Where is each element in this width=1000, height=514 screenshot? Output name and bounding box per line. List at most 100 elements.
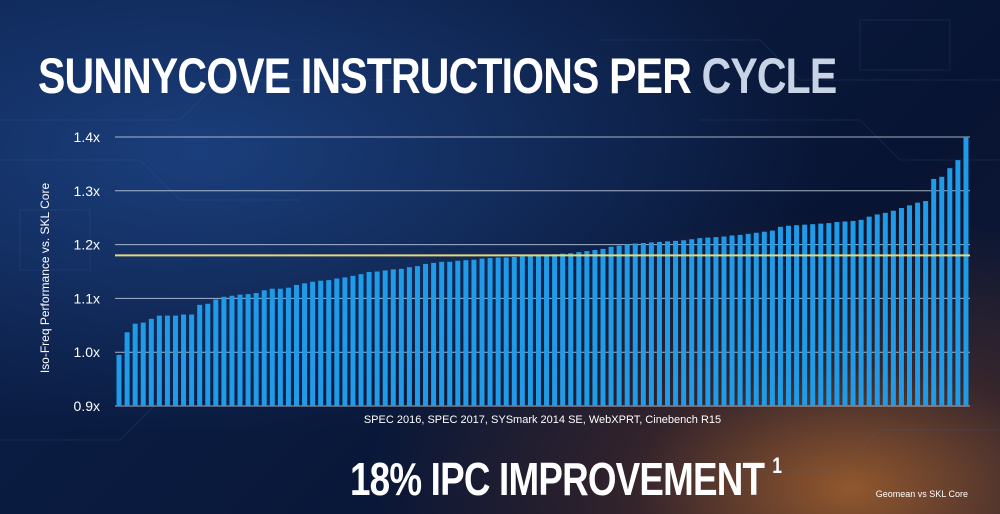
bar [302,283,308,406]
bar [253,293,259,406]
bar [237,294,243,406]
bar [745,233,751,406]
bar [527,255,533,406]
y-tick-label: 1.0x [74,344,100,360]
headline: 18% IPC IMPROVEMENT 1 [350,452,782,506]
headline-footnote-marker: 1 [772,452,782,478]
bar [769,230,775,406]
bar [439,261,445,406]
y-tick-label: 1.2x [74,237,100,253]
page-title: SUNNYCOVE INSTRUCTIONS PER CYCLE [38,46,838,106]
bar [447,261,453,406]
bar [955,160,961,406]
bar [624,244,630,406]
bar [455,260,461,406]
headline-text: 18% IPC IMPROVEMENT [350,453,765,505]
bar [471,259,477,406]
bar [915,202,921,406]
bar [632,243,638,406]
bar [390,269,396,406]
bar [334,278,340,406]
bar [487,258,493,406]
bar [181,314,187,406]
bar [318,280,324,406]
bar [584,251,590,406]
bar [689,239,695,406]
bar [665,241,671,406]
y-tick-label: 0.9x [74,398,100,414]
bar [858,219,864,406]
bar [423,263,429,406]
bar [261,290,267,406]
bar [189,314,195,406]
bar [132,323,138,406]
bar [923,201,929,406]
bar [963,137,969,406]
bar [285,287,291,406]
bar [535,255,541,406]
bar [777,226,783,406]
bar [382,270,388,406]
bar [197,304,203,406]
bar [608,246,614,406]
bar [350,275,356,406]
y-tick-label: 1.3x [74,183,100,199]
bar [366,272,372,406]
bar [358,274,364,406]
bar [406,267,412,406]
bar [568,253,574,406]
bar [761,231,767,406]
bar [326,280,332,406]
bar [850,220,856,406]
bar [576,252,582,406]
bar [753,232,759,406]
bar [882,212,888,406]
y-tick-label: 1.1x [74,290,100,306]
bar [794,225,800,406]
bar [681,240,687,406]
bar [245,294,251,406]
bar [124,332,130,406]
y-tick-label: 1.4x [74,129,100,145]
bar [140,322,146,406]
bar [874,214,880,406]
bar [463,260,469,406]
bar [511,256,517,406]
bar [495,257,501,406]
bar [519,256,525,406]
bar [826,223,832,406]
bar [560,253,566,406]
bar [479,258,485,406]
bar [697,238,703,406]
bar [729,235,735,406]
bar [931,178,937,406]
bar [616,245,622,406]
bar [164,315,170,406]
bar [890,210,896,406]
bar [947,168,953,406]
title-grey-part: CYCLE [701,48,838,104]
bar [172,315,178,406]
bar [431,262,437,406]
x-axis-label: SPEC 2016, SPEC 2017, SYSmark 2014 SE, W… [363,414,722,426]
bar [705,237,711,406]
bar [898,208,904,406]
bar [939,176,945,406]
bar [205,303,211,406]
bar [277,288,283,406]
bar [713,237,719,406]
footnote: Geomean vs SKL Core [875,489,968,499]
bar [802,224,808,406]
bar [810,224,816,406]
bar [656,241,662,406]
bar [544,254,550,406]
bar [116,354,122,406]
bar [293,284,299,406]
bar [834,222,840,406]
bar [640,242,646,406]
bar [310,281,316,406]
title-white-part: SUNNYCOVE INSTRUCTIONS PER [38,48,692,104]
bar [156,315,162,406]
